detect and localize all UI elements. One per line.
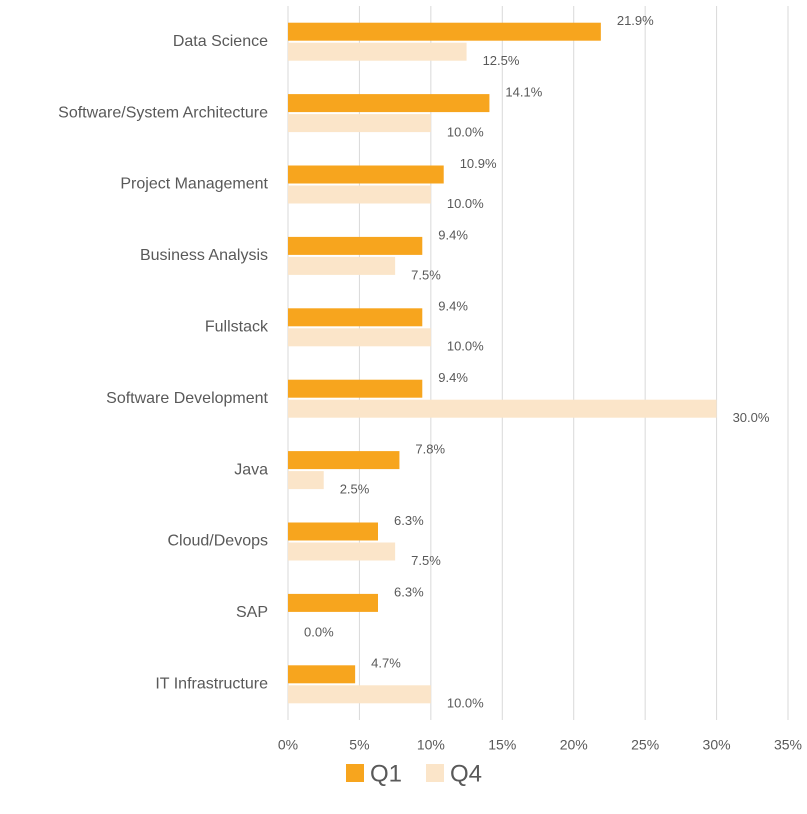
y-tick-label: SAP bbox=[236, 604, 268, 621]
bar bbox=[288, 593, 378, 612]
bar bbox=[288, 471, 324, 490]
bar bbox=[288, 379, 423, 398]
bar bbox=[288, 94, 490, 113]
value-label: 9.4% bbox=[438, 299, 468, 314]
y-tick-label: Fullstack bbox=[205, 319, 269, 336]
value-label: 14.1% bbox=[505, 85, 542, 100]
bar bbox=[288, 114, 431, 133]
value-label: 7.5% bbox=[411, 553, 441, 568]
bar bbox=[288, 165, 444, 184]
value-label: 7.8% bbox=[415, 442, 445, 457]
value-label: 21.9% bbox=[617, 13, 654, 28]
bar bbox=[288, 328, 431, 347]
bar bbox=[288, 685, 431, 704]
y-tick-label: Project Management bbox=[120, 176, 268, 193]
y-tick-label: IT Infrastructure bbox=[155, 676, 268, 693]
value-label: 10.0% bbox=[447, 696, 484, 711]
value-label: 4.7% bbox=[371, 656, 401, 671]
bar bbox=[288, 185, 431, 204]
bar bbox=[288, 42, 467, 61]
value-label: 12.5% bbox=[483, 53, 520, 68]
bar bbox=[288, 522, 378, 541]
bar bbox=[288, 308, 423, 327]
legend-swatch bbox=[426, 764, 444, 782]
y-tick-label: Software Development bbox=[106, 390, 268, 407]
bar bbox=[288, 542, 396, 561]
y-tick-label: Java bbox=[234, 461, 268, 478]
x-tick-label: 5% bbox=[349, 737, 369, 753]
value-label: 9.4% bbox=[438, 227, 468, 242]
x-tick-label: 25% bbox=[631, 737, 659, 753]
y-tick-label: Cloud/Devops bbox=[168, 533, 269, 550]
x-tick-label: 30% bbox=[703, 737, 731, 753]
y-tick-label: Business Analysis bbox=[140, 247, 268, 264]
x-tick-label: 0% bbox=[278, 737, 298, 753]
bar bbox=[288, 665, 356, 684]
bar bbox=[288, 451, 400, 470]
x-tick-label: 35% bbox=[774, 737, 802, 753]
x-tick-label: 10% bbox=[417, 737, 445, 753]
legend-label: Q1 bbox=[370, 760, 402, 787]
value-label: 2.5% bbox=[340, 482, 370, 497]
x-tick-label: 20% bbox=[560, 737, 588, 753]
value-label: 9.4% bbox=[438, 370, 468, 385]
value-label: 30.0% bbox=[733, 410, 770, 425]
bar bbox=[288, 399, 717, 418]
bar bbox=[288, 236, 423, 255]
y-tick-label: Software/System Architecture bbox=[58, 104, 268, 121]
value-label: 7.5% bbox=[411, 267, 441, 282]
value-label: 10.0% bbox=[447, 339, 484, 354]
bar bbox=[288, 256, 396, 275]
x-tick-label: 15% bbox=[488, 737, 516, 753]
bar bbox=[288, 22, 601, 41]
value-label: 6.3% bbox=[394, 513, 424, 528]
legend-swatch bbox=[346, 764, 364, 782]
value-label: 6.3% bbox=[394, 584, 424, 599]
y-tick-label: Data Science bbox=[173, 33, 268, 50]
value-label: 10.0% bbox=[447, 125, 484, 140]
value-label: 0.0% bbox=[304, 624, 334, 639]
legend-label: Q4 bbox=[450, 760, 482, 787]
value-label: 10.0% bbox=[447, 196, 484, 211]
value-label: 10.9% bbox=[460, 156, 497, 171]
